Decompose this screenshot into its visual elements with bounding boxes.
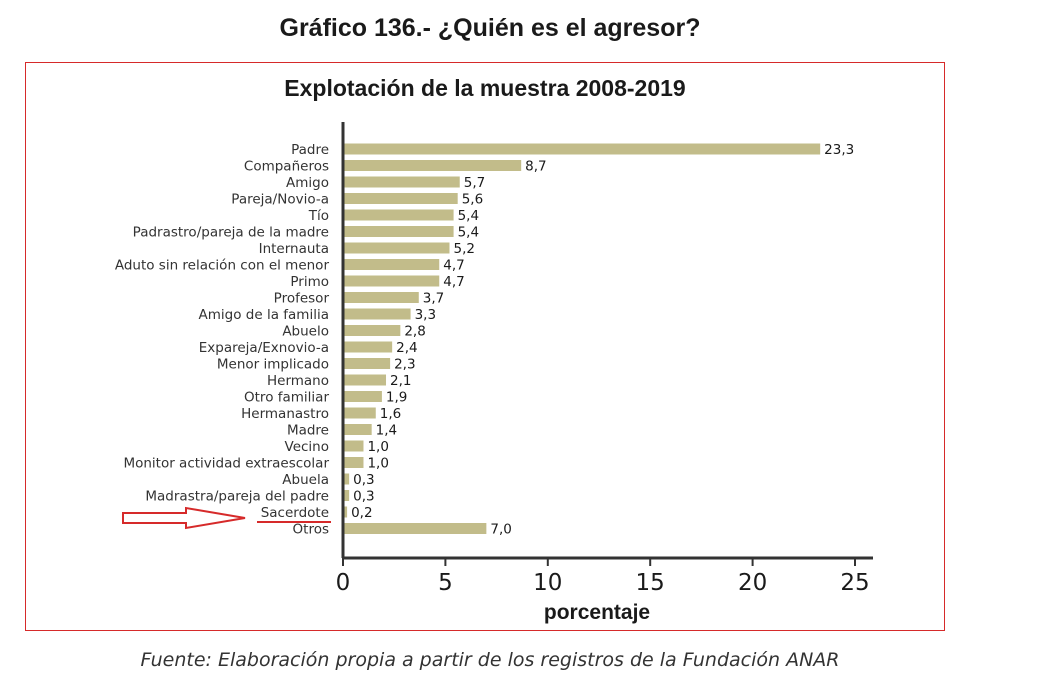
- category-label: Padre: [291, 142, 329, 158]
- bar: [343, 341, 393, 353]
- x-tick-label: 25: [840, 570, 869, 596]
- category-label: Hermano: [267, 373, 329, 389]
- bar: [343, 160, 522, 171]
- value-label: 3,7: [423, 291, 444, 307]
- bar: [343, 473, 350, 485]
- value-label: 1,9: [386, 390, 407, 406]
- bar: [343, 325, 401, 336]
- category-label: Menor implicado: [217, 357, 329, 373]
- category-label: Primo: [290, 274, 329, 290]
- category-label: Amigo de la familia: [199, 307, 329, 323]
- value-label: 0,2: [351, 505, 372, 521]
- category-label: Madre: [287, 423, 329, 439]
- category-label: Aduto sin relación con el menor: [115, 258, 330, 274]
- value-label: 1,0: [367, 439, 388, 455]
- category-label: Expareja/Exnovio-a: [199, 340, 329, 356]
- bar: [343, 440, 364, 452]
- value-label: 2,8: [404, 324, 425, 340]
- bar: [343, 424, 372, 435]
- value-label: 0,3: [353, 472, 374, 488]
- source-note: Fuente: Elaboración propia a partir de l…: [140, 649, 840, 671]
- category-label: Tío: [308, 208, 329, 224]
- category-label: Sacerdote: [261, 505, 329, 521]
- bar: [343, 308, 411, 320]
- bar: [343, 193, 458, 204]
- category-label: Monitor actividad extraescolar: [123, 456, 329, 472]
- value-label: 1,4: [376, 423, 397, 439]
- bar: [343, 209, 454, 221]
- bar: [343, 143, 821, 155]
- bar: [343, 226, 454, 237]
- category-label: Otro familiar: [244, 390, 329, 406]
- value-label: 2,4: [396, 340, 417, 356]
- bar: [343, 457, 364, 468]
- value-label: 1,6: [380, 406, 401, 422]
- x-tick-label: 0: [336, 570, 351, 596]
- category-label: Hermanastro: [241, 406, 329, 422]
- value-label: 8,7: [525, 159, 546, 175]
- value-label: 5,4: [458, 208, 479, 224]
- chart-title: Explotación de la muestra 2008-2019: [284, 75, 685, 101]
- value-label: 23,3: [824, 142, 854, 158]
- category-label: Abuelo: [282, 324, 329, 340]
- chart-frame: [25, 62, 945, 631]
- bar: [343, 407, 376, 419]
- category-label: Madrastra/pareja del padre: [145, 489, 329, 505]
- bar: [343, 259, 440, 270]
- category-label: Abuela: [282, 472, 329, 488]
- x-axis-label: porcentaje: [544, 601, 650, 624]
- x-tick-label: 10: [533, 570, 562, 596]
- bar: [343, 374, 387, 386]
- figure-title: Gráfico 136.- ¿Quién es el agresor?: [279, 14, 701, 42]
- value-label: 5,2: [453, 241, 474, 257]
- value-label: 4,7: [443, 258, 464, 274]
- value-label: 5,4: [458, 225, 479, 241]
- bar: [343, 490, 350, 501]
- bar: [343, 358, 391, 369]
- x-tick-label: 15: [636, 570, 665, 596]
- bar: [343, 391, 382, 402]
- category-label: Padrastro/pareja de la madre: [133, 225, 329, 241]
- x-tick-label: 20: [738, 570, 767, 596]
- bar: [343, 292, 419, 303]
- x-tick-label: 5: [438, 570, 453, 596]
- category-label: Profesor: [274, 291, 330, 307]
- value-label: 5,6: [462, 192, 483, 208]
- category-label: Internauta: [259, 241, 329, 257]
- category-label: Otros: [293, 522, 329, 538]
- category-label: Vecino: [285, 439, 329, 455]
- category-label: Compañeros: [244, 159, 329, 175]
- category-label: Amigo: [286, 175, 329, 191]
- value-label: 2,3: [394, 357, 415, 373]
- value-label: 2,1: [390, 373, 411, 389]
- value-label: 7,0: [490, 522, 511, 538]
- red-arrow-annotation: [122, 506, 246, 530]
- bar: [343, 275, 440, 287]
- value-label: 5,7: [464, 175, 485, 191]
- bar: [343, 242, 450, 254]
- value-label: 3,3: [415, 307, 436, 323]
- value-label: 1,0: [367, 456, 388, 472]
- value-label: 4,7: [443, 274, 464, 290]
- bar: [343, 506, 348, 518]
- bar: [343, 176, 460, 188]
- value-label: 0,3: [353, 489, 374, 505]
- category-label: Pareja/Novio-a: [231, 192, 329, 208]
- bar: [343, 523, 487, 534]
